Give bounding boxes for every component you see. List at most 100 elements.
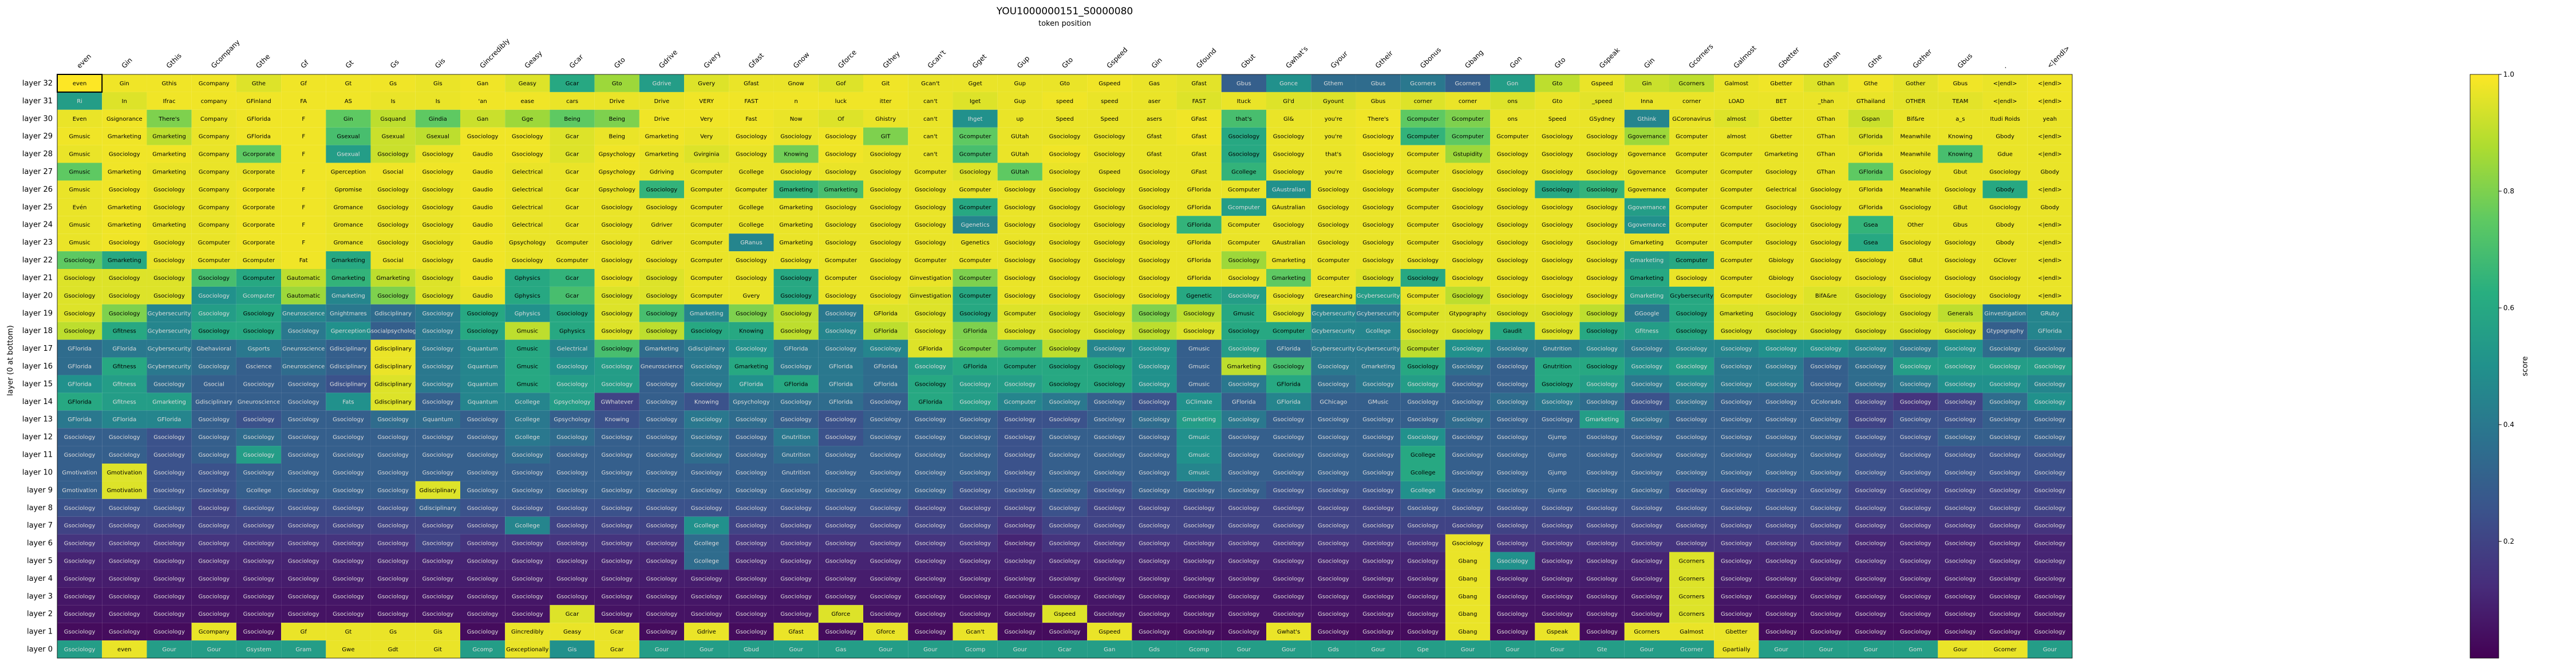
cell-token-label: Gsociology <box>1362 258 1394 264</box>
cell-token-label: Gsociology <box>915 452 946 458</box>
heatmap-cell <box>997 145 1042 163</box>
heatmap-cell <box>2027 216 2072 234</box>
heatmap-cell <box>505 251 550 269</box>
cell-token-label: Gsociology <box>1900 523 1931 529</box>
heatmap-cell <box>147 605 192 623</box>
heatmap-cell <box>1803 393 1848 411</box>
cell-token-label: Gour <box>700 647 714 653</box>
heatmap-cell <box>1803 498 1848 517</box>
heatmap-cell <box>1535 216 1580 234</box>
cell-token-label: Gsociology <box>422 293 454 299</box>
cell-token-label: Gsociology <box>377 452 409 458</box>
cell-token-label: Gsociology <box>1542 293 1573 299</box>
heatmap-cell <box>997 357 1042 375</box>
cell-token-label: Gsociology <box>333 593 364 600</box>
cell-token-label: Gsociology <box>780 311 812 317</box>
heatmap-cell <box>370 304 416 322</box>
heatmap-cell <box>505 410 550 429</box>
cell-token-label: Gforce <box>876 629 895 635</box>
heatmap-cell <box>147 127 192 145</box>
heatmap-cell <box>1356 180 1401 199</box>
heatmap-cell <box>1042 304 1088 322</box>
heatmap-cell <box>818 233 863 252</box>
cell-token-label: Gget <box>968 81 982 87</box>
cell-token-label: Gmarketing <box>152 222 186 228</box>
heatmap-cell <box>370 322 416 340</box>
cell-token-label: Gsociology <box>1989 204 2021 211</box>
heatmap-cell <box>997 163 1042 181</box>
cell-token-label: Gsociology <box>1497 488 1528 494</box>
cell-token-label: Gsociology <box>1765 293 1797 299</box>
heatmap-cell <box>818 216 863 234</box>
heatmap-cell <box>1714 286 1759 304</box>
cell-token-label: Gsociology <box>1810 576 1842 582</box>
heatmap-cell <box>1356 552 1401 570</box>
cell-token-label: Ggovernance <box>1628 169 1666 176</box>
heatmap-cell <box>326 623 371 641</box>
cell-token-label: Gsociology <box>1989 417 2021 423</box>
heatmap-cell <box>1803 109 1848 128</box>
cell-token-label: Gsociology <box>1900 559 1931 565</box>
heatmap-cell <box>1893 322 1938 340</box>
heatmap-cell <box>370 251 416 269</box>
heatmap-cell <box>639 163 685 181</box>
heatmap-cell <box>1266 375 1311 393</box>
cell-token-label: Gcomputer <box>735 187 768 193</box>
heatmap-cell <box>191 605 236 623</box>
cell-token-label: Of <box>837 116 844 122</box>
heatmap-cell <box>415 92 460 110</box>
heatmap-cells: even Gin Gthis Gcompany Gthe Gf Gt Gs Gis Gan Geas… <box>57 74 2073 659</box>
heatmap-cell <box>1221 375 1266 393</box>
heatmap-cell <box>191 322 236 340</box>
cell-token-label: Gsociology <box>1228 293 1260 299</box>
cell-token-label: Gsociology <box>333 488 364 494</box>
heatmap-cell <box>147 428 192 446</box>
heatmap-cell <box>550 304 595 322</box>
cell-token-label: Gsociology <box>377 505 409 512</box>
heatmap-cell <box>2027 481 2072 499</box>
cell-token-label: Gsociology <box>1407 258 1439 264</box>
heatmap-cell <box>773 198 819 216</box>
cell-token-label: <|endl> <box>2038 98 2062 105</box>
cell-token-label: Gsociology <box>1049 364 1081 370</box>
heatmap-cell <box>1982 587 2028 605</box>
cell-token-label: Gsociology <box>1810 593 1842 600</box>
cell-token-label: Other <box>1907 222 1924 228</box>
heatmap-cell <box>102 357 147 375</box>
cell-token-label: Gsociology <box>467 541 499 547</box>
cell-token-label: Gsociology <box>377 204 409 211</box>
cell-token-label: Gcomputer <box>1317 275 1350 282</box>
heatmap-cell <box>460 339 505 358</box>
x-tick-label: Gspeed <box>1105 46 1129 70</box>
cell-token-label: Gsociology <box>1452 399 1484 405</box>
cell-token-label: Gsociology <box>153 452 185 458</box>
heatmap-cell <box>1893 180 1938 199</box>
heatmap-cell <box>1311 269 1356 287</box>
cell-token-label: GFlorida <box>112 417 136 423</box>
heatmap-cell <box>1087 552 1132 570</box>
colorbar-tick-label: 1.0 <box>2503 70 2514 78</box>
cell-token-label: Gsociology <box>1765 346 1797 353</box>
heatmap-cell <box>1982 481 2028 499</box>
cell-token-label: Gsociology <box>1004 240 1036 246</box>
heatmap-cell <box>1669 587 1714 605</box>
cell-token-label: Gsociology <box>870 488 902 494</box>
cell-token-label: Gpsychology <box>554 417 590 423</box>
cell-token-label: Gsociology <box>288 576 319 582</box>
heatmap-cell <box>550 481 595 499</box>
heatmap-cell <box>1982 464 2028 481</box>
heatmap-cell <box>1893 92 1938 110</box>
heatmap-cell <box>1221 145 1266 163</box>
heatmap-cell <box>997 498 1042 517</box>
cell-token-label: Gsociology <box>1094 576 1125 582</box>
heatmap-cell <box>1848 286 1894 304</box>
heatmap-cell <box>908 357 953 375</box>
cell-token-label: Gsociology <box>1855 576 1887 582</box>
cell-token-label: Gsociology <box>601 381 633 387</box>
cell-token-label: Gsociology <box>915 222 946 228</box>
heatmap-cell <box>863 498 908 517</box>
cell-token-label: Gcorners <box>1634 629 1660 635</box>
heatmap-cell <box>1132 428 1177 446</box>
cell-token-label: Gsociology <box>512 134 543 140</box>
cell-token-label: Gsociology <box>691 611 722 618</box>
